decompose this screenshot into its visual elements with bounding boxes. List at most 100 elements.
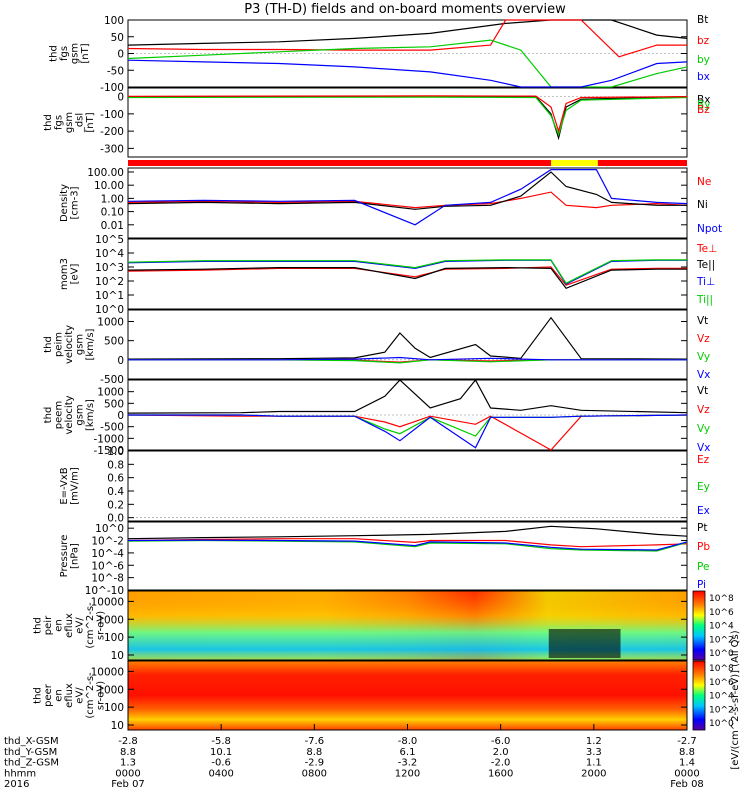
y-tick-label: -50 <box>107 65 124 77</box>
x-row-value: 1200 <box>395 768 420 779</box>
series-line-Bt <box>127 19 688 46</box>
y-tick-label: -500 <box>100 374 124 386</box>
y-tick-label: 100 <box>104 15 124 27</box>
colorbar-label: [eV/(cm^2-s-sr-eV)] (All Qs) <box>730 630 741 769</box>
x-row-value: -2.7 <box>677 736 697 747</box>
x-row-value: 6.1 <box>400 747 416 758</box>
x-row-value: 0000 <box>115 768 140 779</box>
x-row-value: -2.0 <box>491 758 511 769</box>
x-row-label: thd_X-GSM <box>4 736 59 747</box>
panel-ion-spectrogram: 10^8 10^6 10^4 10^2 10^0 10000 1000 100 10 thd pei… <box>33 590 734 662</box>
y-tick-label: -500 <box>100 422 124 434</box>
series-line-Vx <box>128 356 687 361</box>
y-tick-label: 1000 <box>97 614 124 626</box>
panel-frame <box>127 238 688 310</box>
x-row-label: hhmm <box>4 768 36 779</box>
series-line-Pb <box>127 538 688 548</box>
y-axis-label: eflux <box>64 683 75 708</box>
y-tick-label: 10^-6 <box>91 560 124 572</box>
y-tick-label: 10^-8 <box>91 573 124 585</box>
panel-pressure: 10^010^-210^-410^-610^-810^-10 Pressure [n… <box>59 521 710 597</box>
series-line-Ti|| <box>127 259 687 284</box>
x-row-value: 10.1 <box>210 747 232 758</box>
figure-title: P3 (TH-D) fields and on-board moments ov… <box>244 2 566 17</box>
legend-entry: Bz <box>697 104 710 116</box>
x-row-value: 1600 <box>488 768 513 779</box>
y-axis-label: gsm <box>69 43 80 64</box>
panel-frame <box>127 590 688 661</box>
y-tick-label: 10^-2 <box>91 536 124 548</box>
legend-entry: Vx <box>697 442 710 454</box>
series-line-Vy <box>128 414 688 437</box>
y-axis-label: peer <box>43 683 54 707</box>
y-axis-label: [nPa] <box>69 543 80 569</box>
x-row-value: -6.0 <box>491 736 511 747</box>
y-tick-label: 0.6 <box>107 473 124 485</box>
y-axis-label: Pressure <box>59 535 70 578</box>
legend-entry: Ti⊥ <box>696 276 715 288</box>
y-axis-label: fgs <box>54 115 65 130</box>
y-tick-label: 1.00 <box>101 193 124 205</box>
colorbar-tick: 10^8 <box>709 594 734 604</box>
legend-entry: Pi <box>697 579 706 591</box>
legend-entry: by <box>697 54 710 66</box>
y-axis-label: [km/s] <box>85 399 96 431</box>
x-row-label: 2016 <box>4 779 29 790</box>
series-line-Bz <box>127 95 688 134</box>
legend-entry: bx <box>697 71 710 83</box>
panel-efield: 1.00.8 0.60.40.2 0.0 E=-VxB [mV/m] Ez Ey Ex <box>59 446 710 525</box>
y-tick-label: 1000 <box>97 684 124 696</box>
legend-entry: Pe <box>697 561 709 573</box>
legend-entry: Bt <box>697 14 708 26</box>
legend-entry: Te|| <box>696 259 715 271</box>
y-axis-label: thd <box>43 114 54 131</box>
x-row-value: Feb 08 <box>670 779 704 790</box>
series-line-Vz <box>127 414 688 451</box>
y-tick-label: 500 <box>104 398 124 410</box>
y-axis-label: thd <box>33 617 44 634</box>
x-row-value: 8.8 <box>306 747 322 758</box>
legend-entry: Npot <box>697 223 722 235</box>
series-line-bz <box>127 19 687 58</box>
legend-entry: Vy <box>697 351 710 363</box>
x-row-value: 1.3 <box>120 758 136 769</box>
colorbar-tick: 10^6 <box>709 608 734 618</box>
legend-entry: Pt <box>697 522 707 534</box>
y-tick-label: 10^2 <box>95 276 124 288</box>
x-row-value: 0800 <box>302 768 327 779</box>
y-tick-label: 10^-4 <box>91 548 124 560</box>
y-axis-label: E=-VxB <box>59 467 70 504</box>
x-row-value: Feb 07 <box>111 779 145 790</box>
colorbar-tick: 10^4 <box>709 622 734 632</box>
y-tick-label: 0 <box>117 355 124 367</box>
y-axis-label: (cm^2-s- <box>85 602 96 649</box>
y-tick-label: 10^0 <box>95 523 124 535</box>
y-axis-label: en <box>54 619 65 632</box>
panel-frame <box>127 19 688 88</box>
y-tick-label: 0.10 <box>101 207 124 219</box>
series-line-Vt <box>127 378 688 414</box>
series-line-Te|| <box>127 266 687 290</box>
y-axis-label: [nT] <box>80 43 91 63</box>
y-tick-label: 1000 <box>97 387 124 399</box>
colorbar-tick: 10^0 <box>709 649 734 659</box>
legend-entry: Vx <box>697 369 710 381</box>
y-axis-label: eflux <box>64 613 75 638</box>
x-row-value: -3.2 <box>398 758 418 769</box>
y-axis-label: gsm <box>75 334 86 355</box>
panel-fgs: 100 50 0 -50 -100 thd fgs gsm [nT] Bt bz by bx <box>48 14 710 94</box>
y-axis-label: gsm <box>75 404 86 425</box>
legend-entry: Te⊥ <box>696 243 717 255</box>
y-axis-label: fgs <box>59 46 70 61</box>
y-axis-label: _dsl <box>75 113 86 133</box>
series-line-Pi <box>127 539 688 551</box>
y-tick-label: 0 <box>117 410 124 422</box>
y-axis-label: Density <box>59 184 70 222</box>
y-axis-label: thd <box>43 336 54 353</box>
colorbar-tick: 10^0 <box>709 719 734 729</box>
y-tick-label: 10000 <box>91 666 124 678</box>
series-line-Ni <box>127 171 687 210</box>
